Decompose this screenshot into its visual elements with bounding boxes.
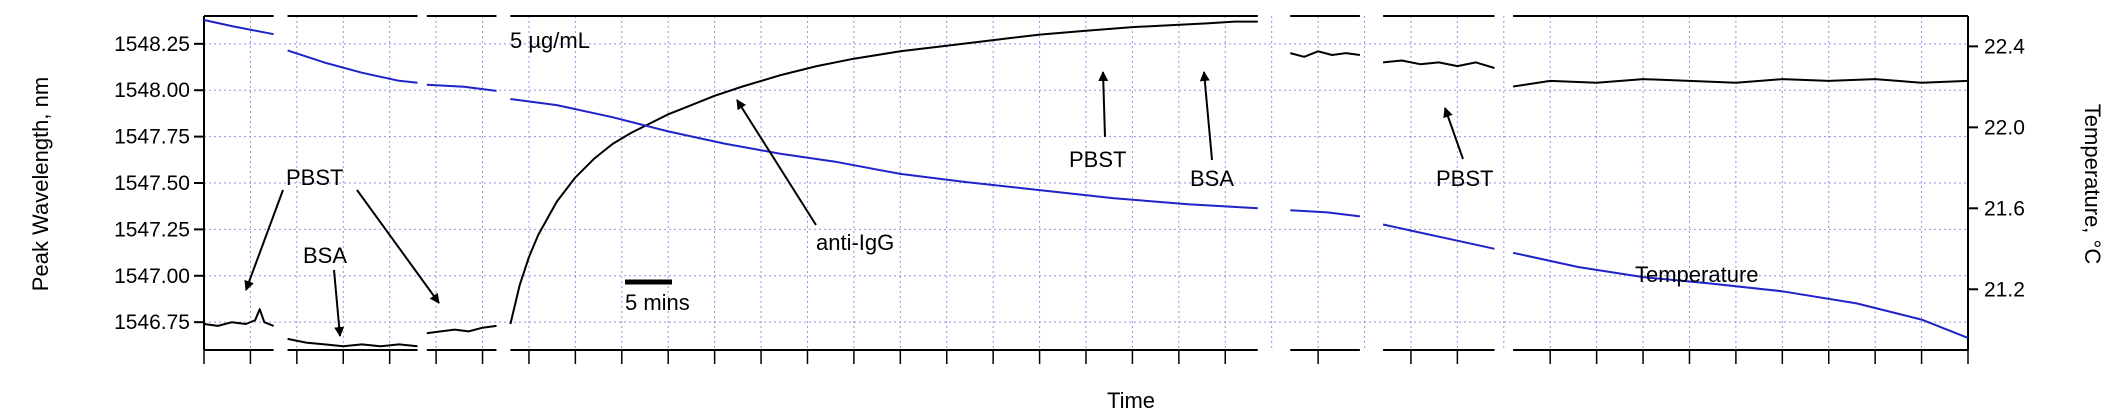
annotation-anti-igg: anti-IgG [816, 230, 894, 255]
y-axis-title-left: Peak Wavelength, nm [28, 77, 53, 291]
arrow-pbst-3 [1445, 108, 1463, 159]
arrow-anti-igg [737, 100, 816, 225]
series-0-line-segment [1513, 79, 1968, 86]
temperature-line-segment [510, 99, 1257, 208]
left-axis-tick-label: 1547.25 [114, 218, 190, 241]
annotation-bsa-1: BSA [303, 243, 347, 268]
annotations: 5 µg/mL PBST BSA anti-IgG PBST BSA PBST … [246, 28, 1759, 336]
temperature-line-segment [1290, 210, 1360, 216]
right-axis-tick-label: 22.4 [1984, 35, 2025, 58]
left-axis-tick-label: 1547.00 [114, 265, 190, 288]
annotation-bsa-2: BSA [1190, 166, 1234, 191]
temperature-line-segment [427, 85, 497, 91]
arrow-pbst-2 [1103, 72, 1105, 137]
annotation-pbst-2: PBST [1069, 147, 1126, 172]
left-axis-tick-label: 1548.25 [114, 33, 190, 56]
temperature-line-segment [1383, 225, 1494, 249]
series-0-line-segment [427, 326, 497, 333]
annotation-pbst-3: PBST [1436, 166, 1493, 191]
x-axis-title: Time [1107, 388, 1155, 413]
scale-bar-label: 5 mins [625, 290, 690, 315]
annotation-concentration: 5 µg/mL [510, 28, 590, 53]
arrow-bsa-2 [1204, 72, 1212, 160]
series-0-line-segment [288, 339, 418, 346]
left-axis: 1546.75 1547.00 1547.25 1547.50 1547.75 1548.… [114, 16, 204, 350]
right-axis-tick-label: 21.6 [1984, 197, 2025, 220]
series-0-line-segment [1383, 61, 1494, 69]
series-0-line-segment [1290, 51, 1360, 57]
right-axis-tick-label: 22.0 [1984, 116, 2025, 139]
annotation-temperature: Temperature [1635, 262, 1759, 287]
grid [204, 16, 1968, 350]
temperature-line-segment [204, 20, 274, 34]
temperature-line-segment [288, 50, 418, 82]
left-axis-tick-label: 1547.50 [114, 172, 190, 195]
annotation-pbst-1: PBST [286, 165, 343, 190]
left-axis-tick-label: 1547.75 [114, 126, 190, 149]
y-axis-title-right: Temperature, °C [2080, 104, 2105, 265]
arrow-pbst-1b [357, 190, 439, 303]
right-axis: 21.2 21.6 22.0 22.4 [1968, 16, 2025, 350]
arrow-bsa-1 [334, 270, 340, 336]
arrow-pbst-1a [246, 190, 283, 290]
left-axis-tick-label: 1546.75 [114, 311, 190, 334]
right-axis-tick-label: 21.2 [1984, 278, 2025, 301]
series-0-line-segment [510, 22, 1257, 324]
series-0-line-segment [204, 309, 274, 326]
left-axis-tick-label: 1548.00 [114, 79, 190, 102]
